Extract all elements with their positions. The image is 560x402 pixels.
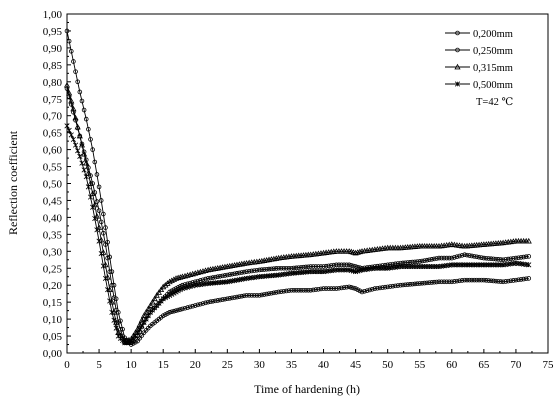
data-point — [69, 133, 74, 138]
x-tick-label: 60 — [446, 359, 458, 371]
series-layer — [65, 29, 532, 346]
legend-item: 0,250mm — [445, 46, 513, 57]
y-tick-label: 0,40 — [43, 212, 63, 224]
x-tick-label: 45 — [350, 359, 362, 371]
legend: 0,200mm 0,250mm 0,315mm 0,500mm T=42 ℃ — [445, 29, 513, 108]
legend-label: 0,250mm — [473, 46, 513, 57]
series-line — [67, 89, 529, 343]
x-tick-label: 0 — [64, 359, 70, 371]
data-point — [65, 124, 70, 129]
y-tick-label: 0,80 — [43, 77, 63, 89]
y-tick-label: 0,50 — [43, 179, 63, 191]
x-tick-label: 10 — [126, 359, 138, 371]
y-tick-label: 0,15 — [43, 297, 63, 309]
data-point — [73, 143, 78, 148]
series-3 — [65, 83, 532, 343]
y-tick-label: 0,70 — [43, 111, 63, 123]
x-tick-label: 55 — [414, 359, 426, 371]
y-tick-label: 0,60 — [43, 145, 63, 157]
data-point — [99, 251, 104, 256]
y-tick-label: 0,00 — [43, 348, 63, 360]
series-line — [67, 31, 529, 345]
data-point — [71, 137, 76, 142]
data-point — [97, 239, 102, 244]
data-point — [82, 168, 87, 173]
y-tick-label: 1,00 — [43, 9, 63, 21]
x-axis: 0 5 10 15 20 25 30 35 40 45 50 55 60 65 70 75 — [64, 349, 554, 371]
x-tick-label: 50 — [382, 359, 394, 371]
legend-item: 0,315mm — [445, 63, 513, 74]
legend-label: 0,500mm — [473, 80, 513, 91]
x-tick-label: 25 — [222, 359, 234, 371]
data-point — [101, 264, 106, 269]
y-tick-label: 0,65 — [43, 128, 63, 140]
series-2 — [65, 87, 531, 345]
y-tick-label: 0,95 — [43, 26, 63, 38]
data-point — [67, 128, 72, 133]
data-point — [103, 276, 108, 281]
x-tick-label: 20 — [190, 359, 202, 371]
x-tick-label: 5 — [96, 359, 102, 371]
y-tick-label: 0,45 — [43, 195, 63, 207]
y-tick-label: 0,55 — [43, 162, 63, 174]
series-1 — [65, 29, 531, 346]
x-tick-label: 70 — [510, 359, 522, 371]
data-point — [75, 148, 80, 153]
legend-label: 0,315mm — [473, 63, 513, 74]
y-tick-label: 0,85 — [43, 60, 63, 72]
y-tick-label: 0,35 — [43, 229, 63, 241]
x-tick-label: 30 — [254, 359, 266, 371]
y-tick-label: 0,75 — [43, 94, 63, 106]
series-line — [67, 126, 529, 343]
series-line — [67, 85, 529, 341]
data-point — [105, 287, 110, 292]
x-tick-label: 65 — [478, 359, 490, 371]
y-tick-label: 0,10 — [43, 314, 63, 326]
legend-item: 0,200mm — [445, 29, 513, 40]
x-axis-title: Time of hardening (h) — [254, 382, 360, 396]
y-tick-label: 0,25 — [43, 263, 63, 275]
data-point — [110, 310, 115, 315]
x-tick-label: 75 — [543, 359, 555, 371]
x-tick-label: 15 — [158, 359, 170, 371]
legend-item: 0,500mm — [445, 80, 513, 91]
legend-label: 0,200mm — [473, 29, 513, 40]
series-4 — [65, 124, 531, 346]
y-tick-label: 0,05 — [43, 331, 63, 343]
x-tick-label: 40 — [318, 359, 330, 371]
x-tick-label: 35 — [286, 359, 298, 371]
data-point — [84, 174, 89, 179]
y-tick-label: 0,90 — [43, 43, 63, 55]
data-point — [86, 185, 91, 190]
data-point — [88, 195, 93, 200]
temperature-annotation: T=42 ℃ — [476, 97, 513, 108]
y-axis-title: Reflection coefficient — [6, 130, 20, 235]
y-tick-label: 0,30 — [43, 246, 63, 258]
y-tick-label: 0,20 — [43, 280, 63, 292]
data-point — [80, 161, 85, 166]
